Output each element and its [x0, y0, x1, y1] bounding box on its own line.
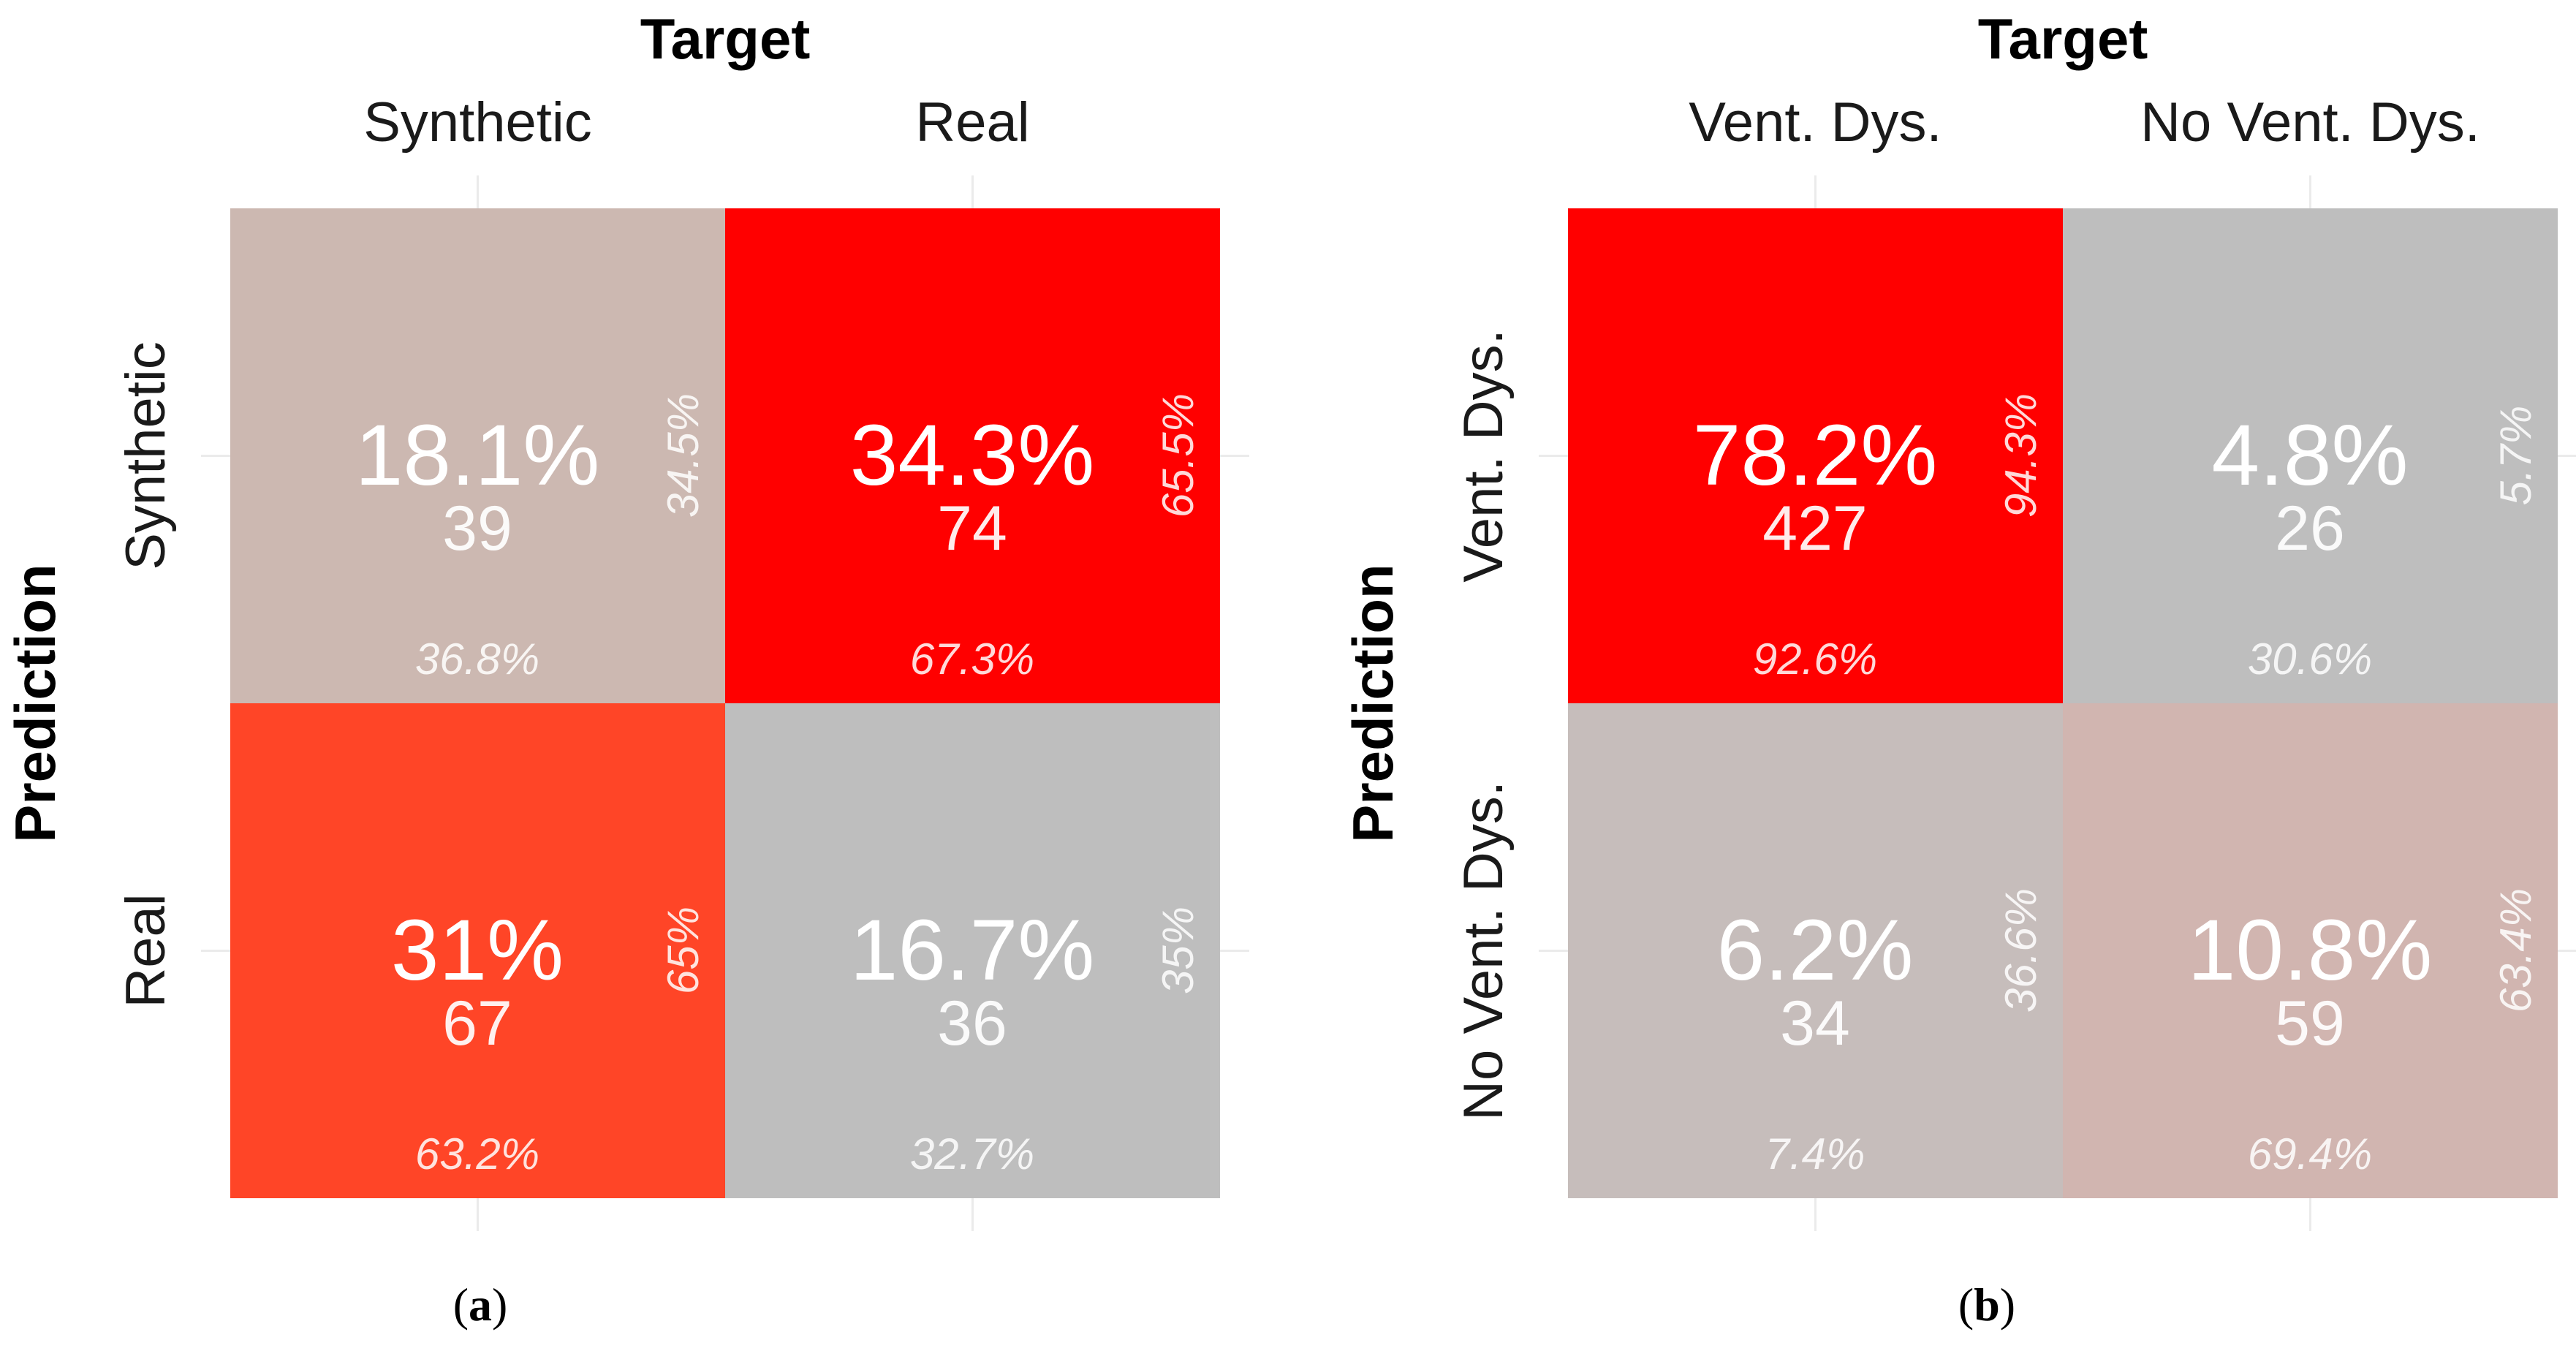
panel-b-cell-1-1-row-percent: 63.4%: [2491, 888, 2540, 1013]
panel-b-cell-0-1-percent: 4.8%: [2212, 407, 2409, 504]
panel-b-cell-1-1-percent: 10.8%: [2188, 902, 2433, 999]
panel-b-x-tick-0: Vent. Dys.: [1689, 91, 1942, 154]
panel-a-cell-1-0: [230, 703, 725, 1198]
panel-b-cell-0-0-col-percent: 92.6%: [1753, 635, 1877, 684]
panel-a-cell-0-0-count: 39: [442, 493, 512, 564]
panel-b-cell-1-1-col-percent: 69.4%: [2248, 1129, 2372, 1178]
panel-b-cell-1-0-col-percent: 7.4%: [1765, 1129, 1865, 1178]
panel-a-cell-0-0-col-percent: 36.8%: [415, 635, 539, 684]
panel-a-cell-0-1-row-percent: 65.5%: [1153, 393, 1202, 518]
panel-a-cell-1-0-col-percent: 63.2%: [415, 1129, 539, 1178]
panel-b-x-tick-1: No Vent. Dys.: [2140, 91, 2480, 154]
panel-b-cell-1-1: [2063, 703, 2558, 1198]
caption-a: (a): [452, 1279, 508, 1331]
panel-b-y-axis-title: Prediction: [1341, 564, 1405, 842]
panel-a-y-tick-1: Real: [115, 893, 177, 1007]
panel-b-cell-0-1: [2063, 208, 2558, 703]
caption-b-label: b: [1974, 1279, 2000, 1331]
panel-a-cell-0-1-percent: 34.3%: [850, 407, 1095, 504]
panel-b-cell-1-0-row-percent: 36.6%: [1996, 888, 2045, 1013]
panel-b-cell-1-0-percent: 6.2%: [1717, 902, 1914, 999]
panel-b-cell-1-1-count: 59: [2275, 988, 2345, 1059]
panel-a-x-tick-0: Synthetic: [363, 91, 592, 154]
panel-a-x-axis-title: Target: [640, 7, 811, 71]
caption-a-label: a: [469, 1279, 492, 1331]
panel-a-cell-1-0-percent: 31%: [391, 902, 564, 999]
caption-b: (b): [1958, 1279, 2016, 1331]
panel-b-cell-0-1-row-percent: 5.7%: [2491, 406, 2540, 506]
panel-b-cell-0-1-count: 26: [2275, 493, 2345, 564]
panel-a-x-tick-1: Real: [915, 91, 1029, 154]
panel-b-cell-0-0-row-percent: 94.3%: [1996, 393, 2045, 518]
panel-a-cell-0-0: [230, 208, 725, 703]
panel-a-cell-0-0-row-percent: 34.5%: [659, 393, 708, 518]
panel-a-cell-0-0-percent: 18.1%: [355, 407, 600, 504]
panel-b-cell-1-0-count: 34: [1780, 988, 1850, 1059]
panel-a-y-tick-0: Synthetic: [115, 341, 177, 570]
panel-b-cell-0-0-count: 427: [1762, 493, 1868, 564]
panel-b-cell-0-1-col-percent: 30.6%: [2248, 635, 2372, 684]
panel-b-cell-1-0: [1568, 703, 2063, 1198]
panel-b-cell-0-0: [1568, 208, 2063, 703]
panel-a-cell-1-1-row-percent: 35%: [1153, 907, 1202, 994]
panel-a-cell-1-0-row-percent: 65%: [659, 907, 708, 994]
panel-a-cell-1-0-count: 67: [442, 988, 512, 1059]
panel-a-cell-1-1-count: 36: [937, 988, 1007, 1059]
panel-a-cell-1-1-col-percent: 32.7%: [910, 1129, 1034, 1178]
panel-b-y-tick-1: No Vent. Dys.: [1452, 781, 1515, 1121]
panel-b-y-tick-0: Vent. Dys.: [1452, 329, 1515, 582]
panel-a-y-axis-title: Prediction: [3, 564, 67, 842]
panel-a-cell-0-1-col-percent: 67.3%: [910, 635, 1034, 684]
panel-b-cell-0-0-percent: 78.2%: [1693, 407, 1938, 504]
panel-a-cell-0-1: [725, 208, 1220, 703]
panel-b-x-axis-title: Target: [1978, 7, 2148, 71]
panel-a-cell-0-1-count: 74: [937, 493, 1007, 564]
panel-a-cell-1-1-percent: 16.7%: [850, 902, 1095, 999]
panel-a-cell-1-1: [725, 703, 1220, 1198]
